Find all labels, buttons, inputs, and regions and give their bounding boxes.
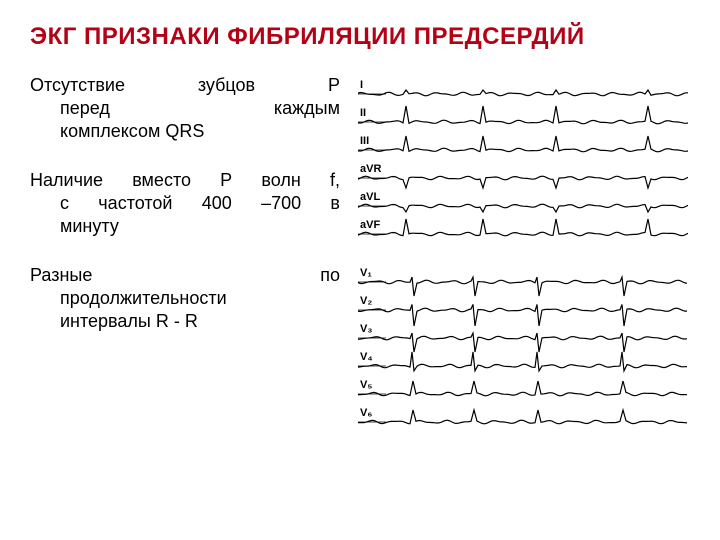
ecg-lead-I: I [358, 79, 688, 96]
lead-label: V₄ [360, 351, 373, 363]
p1-line3: комплексом QRS [30, 120, 340, 143]
lead-label: aVL [360, 191, 380, 203]
ecg-lead-II: II [358, 106, 688, 124]
p3-line2: продолжительности [30, 287, 340, 310]
ecg-trace [358, 352, 687, 371]
slide-title: ЭКГ ПРИЗНАКИ ФИБРИЛЯЦИИ ПРЕДСЕРДИЙ [30, 22, 690, 52]
ecg-chest-svg: V₁ V₂ V₃ V₄ V₅ V₆ [358, 262, 688, 440]
ecg-limb-svg: IIIIIIaVRaVLaVF [358, 74, 688, 252]
paragraph-3: Разные по продолжительности интервалы R … [30, 264, 340, 333]
ecg-lead-V₃: V₃ [358, 323, 687, 352]
ecg-trace [358, 304, 687, 326]
ecg-limb-leads: IIIIIIaVRaVLaVF [358, 74, 688, 252]
ecg-lead-V₆: V₆ [358, 407, 687, 424]
lead-label: V₁ [360, 267, 372, 279]
p1-line1: Отсутствие зубцов Р [30, 74, 340, 97]
ecg-lead-V₁: V₁ [358, 267, 687, 296]
lead-label: aVF [360, 219, 380, 231]
lead-label: aVR [360, 163, 381, 175]
slide: ЭКГ ПРИЗНАКИ ФИБРИЛЯЦИИ ПРЕДСЕРДИЙ Отсут… [0, 0, 720, 540]
lead-label: V₅ [360, 379, 372, 391]
p2-line1: Наличие вместо Р волн f, [30, 169, 340, 192]
ecg-trace [358, 136, 688, 152]
p3-line1: Разные по [30, 264, 340, 287]
lead-label: I [360, 79, 363, 91]
ecg-trace [358, 410, 687, 424]
lead-label: V₆ [360, 407, 372, 419]
p3-line3: интервалы R - R [30, 310, 340, 333]
ecg-column: IIIIIIaVRaVLaVF V₁V₂V₃V₄V₅V₆ [358, 74, 690, 440]
paragraph-1: Отсутствие зубцов Р перед каждым комплек… [30, 74, 340, 143]
ecg-lead-aVF: aVF [358, 219, 688, 236]
lead-label: III [360, 135, 369, 147]
ecg-chest-leads: V₁ V₂ V₃ V₄ V₅ V₆ [358, 262, 688, 440]
ecg-trace [358, 219, 688, 236]
ecg-lead-aVR: aVR [358, 163, 688, 188]
ecg-trace [358, 176, 688, 188]
paragraph-2: Наличие вместо Р волн f, c частотой 400 … [30, 169, 340, 238]
ecg-trace [358, 381, 687, 396]
ecg-lead-V₄: V₄ [358, 351, 687, 371]
ecg-trace [358, 90, 688, 96]
ecg-trace [358, 277, 687, 296]
p2-line3: минуту [30, 215, 340, 238]
lead-label: II [360, 107, 366, 119]
text-column: Отсутствие зубцов Р перед каждым комплек… [30, 74, 340, 440]
ecg-lead-III: III [358, 135, 688, 152]
ecg-lead-aVL: aVL [358, 191, 688, 212]
ecg-trace [358, 204, 688, 212]
slide-body: Отсутствие зубцов Р перед каждым комплек… [30, 74, 690, 440]
p2-line2: c частотой 400 –700 в [30, 192, 340, 215]
ecg-trace [358, 106, 688, 124]
lead-label: V₂ [360, 295, 372, 307]
ecg-lead-V₂: V₂ [358, 295, 687, 326]
p1-line2: перед каждым [30, 97, 340, 120]
ecg-lead-V₅: V₅ [358, 379, 687, 396]
ecg-trace [358, 333, 687, 352]
lead-label: V₃ [360, 323, 372, 335]
